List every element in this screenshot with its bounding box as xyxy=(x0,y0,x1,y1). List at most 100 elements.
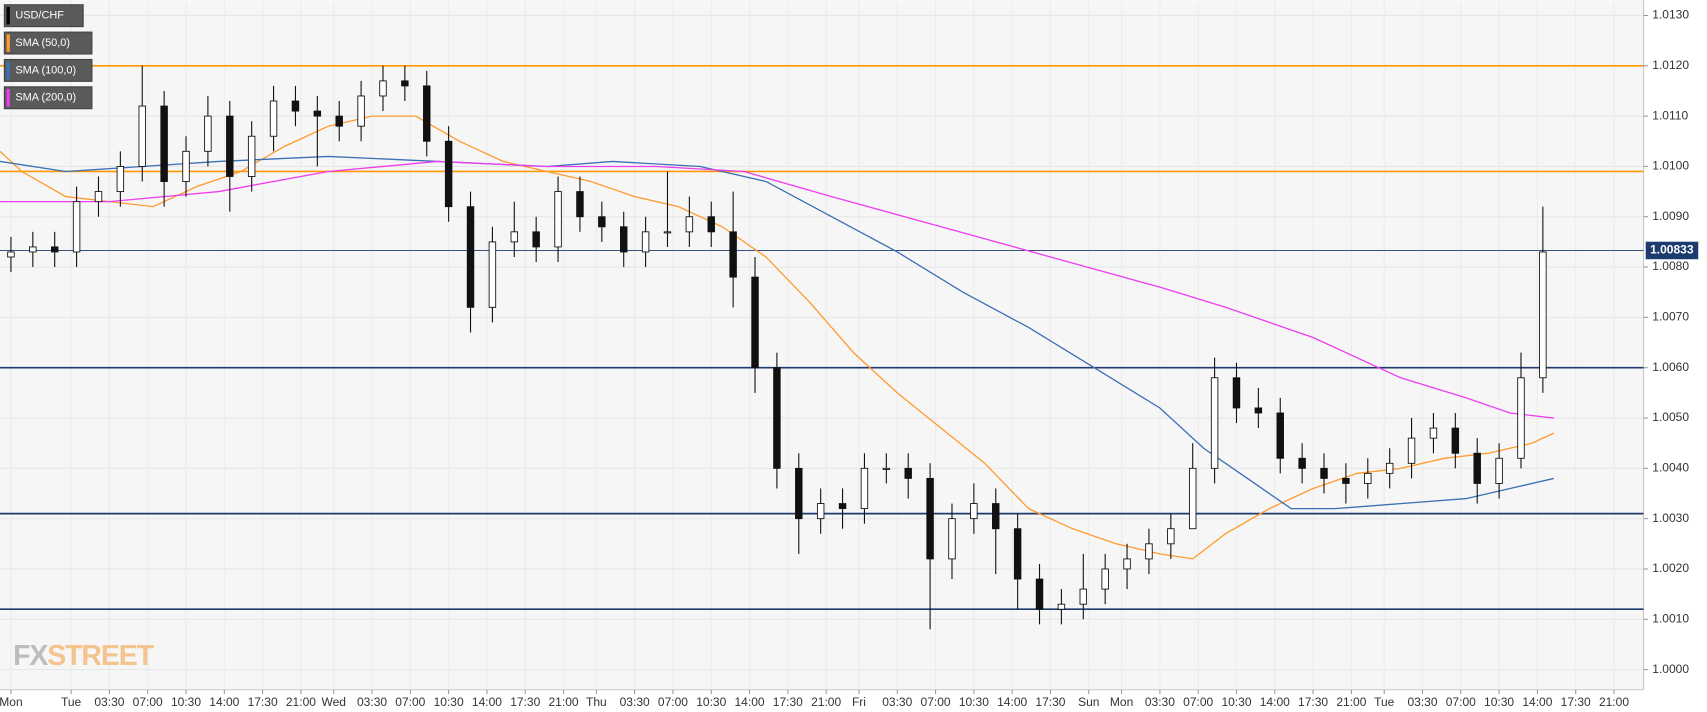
plot-background xyxy=(0,0,1644,689)
candle-body xyxy=(50,246,59,253)
y-tick-label: 1.0020 xyxy=(1652,561,1689,575)
candle-body xyxy=(1407,437,1416,464)
x-tick-label: Wed xyxy=(321,695,346,709)
candle-body xyxy=(1429,427,1438,439)
axes: 1.0000 1.0010 1.0020 1.0030 1.0040 1.0050 1.00… xyxy=(0,8,1699,709)
candle-body xyxy=(94,191,103,203)
x-tick-label: 07:00 xyxy=(921,695,951,709)
candle-body xyxy=(970,503,978,520)
candle-body xyxy=(1101,568,1109,590)
candle-body xyxy=(7,251,15,258)
candle-body xyxy=(532,231,540,248)
legend-label: USD/CHF xyxy=(15,10,64,22)
x-tick-label: Tue xyxy=(1374,695,1395,709)
levels xyxy=(0,64,1644,611)
candle-body xyxy=(685,216,694,233)
candle-body xyxy=(751,276,759,369)
candle-body xyxy=(226,115,234,177)
legend-label: SMA (200,0) xyxy=(15,92,76,104)
grid xyxy=(0,14,1644,671)
x-tick-label: 21:00 xyxy=(548,695,578,709)
y-tick-label: 1.0120 xyxy=(1652,58,1689,72)
x-tick-label: 17:30 xyxy=(510,695,540,709)
legend-box xyxy=(3,86,93,110)
x-tick-label: 03:30 xyxy=(357,695,387,709)
candle-body xyxy=(1167,528,1175,545)
candle-body xyxy=(1320,467,1328,479)
sma-line xyxy=(0,160,1554,419)
candle-body xyxy=(247,135,256,177)
x-tick-label: 21:00 xyxy=(811,695,841,709)
x-tick-label: 03:30 xyxy=(1145,695,1175,709)
x-tick-label: Mon xyxy=(1110,695,1133,709)
y-tick-label: 1.0100 xyxy=(1652,159,1689,173)
candle-body xyxy=(182,150,190,182)
candle-body xyxy=(838,503,847,510)
candle-body xyxy=(1188,467,1197,530)
candle-body xyxy=(598,216,606,228)
x-tick-label: 21:00 xyxy=(1599,695,1629,709)
x-tick-label: 14:00 xyxy=(1522,695,1552,709)
x-tick-label: 07:00 xyxy=(1446,695,1476,709)
candle-body xyxy=(773,367,781,469)
candle-body xyxy=(641,231,650,253)
candle-body xyxy=(72,201,81,253)
candle-body xyxy=(1057,603,1066,610)
x-tick-label: 07:00 xyxy=(658,695,688,709)
y-tick-label: 1.0080 xyxy=(1652,259,1689,273)
candle-body xyxy=(1254,407,1263,414)
x-tick-label: 10:30 xyxy=(171,695,201,709)
y-tick-label: 1.0040 xyxy=(1652,461,1689,475)
legend-swatch xyxy=(6,89,10,107)
candle-body xyxy=(860,467,869,510)
candle-body xyxy=(1539,251,1547,379)
x-tick-label: 21:00 xyxy=(1336,695,1366,709)
y-tick-label: 1.0110 xyxy=(1652,108,1688,122)
candle-body xyxy=(1123,558,1131,570)
candles xyxy=(7,65,1547,630)
y-tick-label: 1.0000 xyxy=(1652,662,1689,676)
candle-body xyxy=(1473,452,1481,484)
x-tick-label: Mon xyxy=(0,695,23,709)
x-tick-label: 21:00 xyxy=(286,695,316,709)
x-tick-label: 07:00 xyxy=(1183,695,1213,709)
candle-body xyxy=(816,503,825,520)
x-tick-label: 07:00 xyxy=(133,695,163,709)
x-tick-label: 14:00 xyxy=(1260,695,1290,709)
x-tick-label: 03:30 xyxy=(620,695,650,709)
sma-line xyxy=(0,155,1554,510)
candle-body xyxy=(1364,472,1372,484)
candle-body xyxy=(313,110,322,117)
candle-body xyxy=(269,100,278,137)
legend-box xyxy=(3,58,93,82)
y-tick-label: 1.0090 xyxy=(1652,209,1689,223)
candle-body xyxy=(1210,377,1219,469)
x-tick-label: 14:00 xyxy=(997,695,1027,709)
candle-body xyxy=(576,191,584,218)
last-price-label: 1.00833 xyxy=(1650,243,1694,257)
x-tick-label: Thu xyxy=(586,695,607,709)
candle-body xyxy=(1451,427,1460,454)
watermark-street: STREET xyxy=(47,639,154,671)
x-tick-label: 17:30 xyxy=(1035,695,1065,709)
candle-body xyxy=(663,231,672,234)
x-tick-label: Tue xyxy=(61,695,82,709)
candle-body xyxy=(707,216,715,233)
x-tick-label: 17:30 xyxy=(1561,695,1591,709)
candle-body xyxy=(488,241,497,308)
legend-swatch xyxy=(6,61,10,80)
x-tick-label: 10:30 xyxy=(959,695,989,709)
y-tick-label: 1.0030 xyxy=(1652,511,1689,525)
legend-swatch xyxy=(6,34,10,52)
x-tick-label: Sun xyxy=(1078,695,1099,709)
candle-body xyxy=(1232,377,1241,409)
candle-body xyxy=(423,85,431,142)
candle-body xyxy=(1495,457,1503,484)
x-tick-label: 10:30 xyxy=(1484,695,1514,709)
candle-body xyxy=(29,246,37,253)
candle-body xyxy=(466,206,475,308)
candle-body xyxy=(444,140,453,208)
candle-body xyxy=(357,95,365,127)
